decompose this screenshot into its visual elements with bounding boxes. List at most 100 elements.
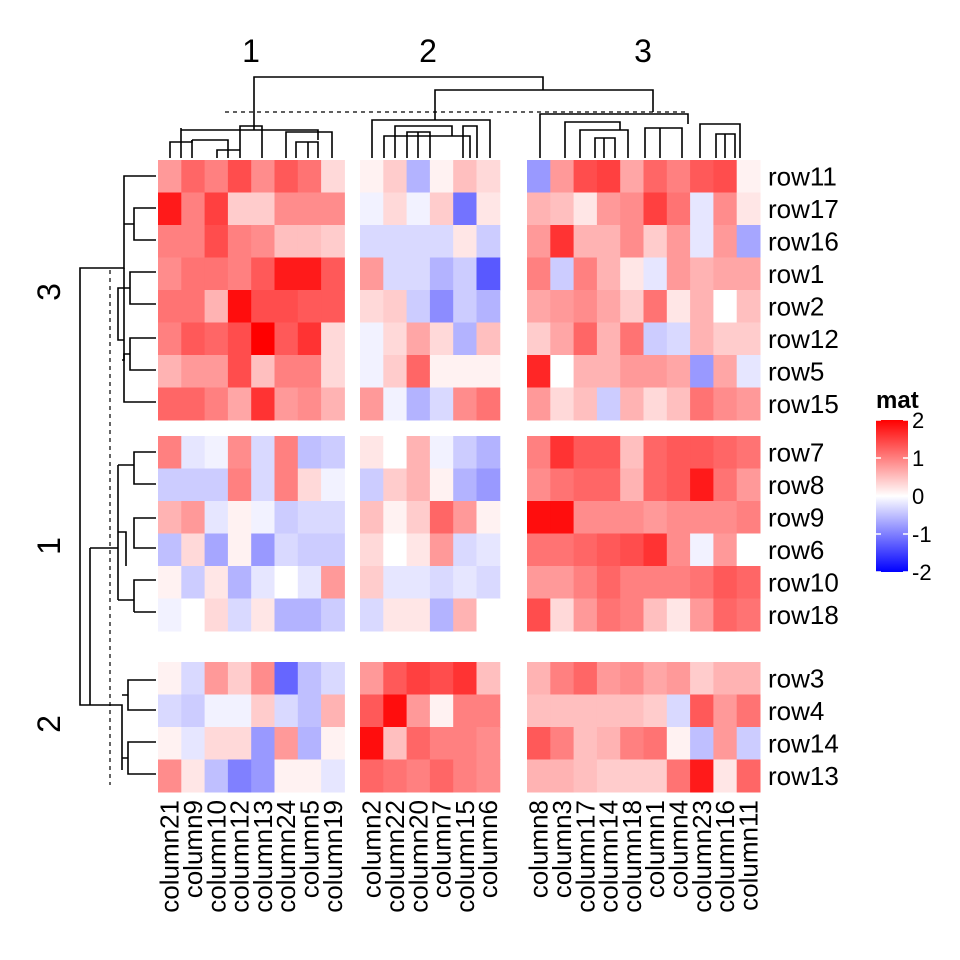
heatmap-cell	[453, 192, 477, 226]
heatmap-cell	[476, 322, 501, 356]
row-label: row5	[768, 356, 824, 386]
heatmap-cell	[297, 759, 322, 793]
heatmap-cell	[596, 322, 621, 356]
column-label: column1	[640, 800, 670, 898]
heatmap-cell	[690, 290, 714, 323]
heatmap-cell	[596, 387, 621, 421]
heatmap-cell	[736, 759, 761, 793]
heatmap-cell	[383, 727, 408, 760]
heatmap-cell	[181, 501, 206, 534]
column-dendrogram	[253, 76, 544, 128]
heatmap-cell	[406, 759, 431, 793]
heatmap-cell	[453, 257, 477, 291]
heatmap-cell	[429, 566, 454, 599]
heatmap-cell	[274, 322, 299, 356]
column-dendrogram	[216, 125, 263, 158]
heatmap-cell	[527, 290, 551, 323]
heatmap-cell	[690, 436, 714, 469]
heatmap-cell	[550, 727, 575, 760]
heatmap-cell	[360, 387, 384, 421]
heatmap-cell	[666, 662, 691, 695]
heatmap-cell	[406, 257, 431, 291]
heatmap-cell	[453, 160, 477, 193]
heatmap-cell	[476, 662, 501, 695]
column-label: column24	[271, 800, 301, 913]
heatmap-cell	[643, 290, 668, 323]
column-label: column4	[663, 800, 693, 898]
heatmap-cell	[321, 290, 345, 323]
legend-color-bar	[876, 420, 908, 572]
heatmap-cell	[736, 192, 761, 226]
heatmap-cell	[690, 160, 714, 193]
heatmap-cell	[227, 598, 252, 632]
heatmap-cell	[713, 322, 738, 356]
heatmap-cell	[227, 192, 252, 226]
column-dendrogram	[539, 113, 689, 158]
heatmap-cell	[713, 501, 738, 534]
heatmap-cell	[204, 759, 229, 793]
heatmap-cell	[666, 160, 691, 193]
heatmap-cell	[666, 225, 691, 258]
row-dendrogram	[122, 741, 156, 775]
heatmap-cell	[406, 533, 431, 567]
heatmap-cell	[453, 598, 477, 632]
heatmap-cell	[227, 225, 252, 258]
row-dendrogram	[118, 579, 156, 613]
heatmap-cell	[573, 290, 598, 323]
heatmap-cell	[620, 501, 644, 534]
heatmap-cell	[321, 662, 345, 695]
column-dendrogram	[406, 131, 431, 158]
heatmap-cell	[406, 225, 431, 258]
heatmap-cell	[476, 598, 501, 632]
heatmap-cell	[360, 160, 384, 193]
heatmap-cell	[736, 355, 761, 388]
heatmap-cell	[429, 322, 454, 356]
heatmap-cell	[321, 598, 345, 632]
heatmap-cell	[274, 694, 299, 728]
heatmap-cell	[573, 225, 598, 258]
heatmap-cell	[453, 387, 477, 421]
heatmap-cell	[181, 727, 206, 760]
heatmap-cell	[321, 387, 345, 421]
heatmap-cell	[274, 759, 299, 793]
heatmap-cell	[453, 290, 477, 323]
column-label: column20	[403, 800, 433, 913]
heatmap-cell	[453, 533, 477, 567]
heatmap-cell	[383, 192, 408, 226]
row-label: row1	[768, 259, 824, 289]
row-label: row6	[768, 535, 824, 565]
heatmap-cell	[527, 566, 551, 599]
column-split-title: 3	[634, 33, 652, 69]
row-dendrogram	[117, 271, 156, 341]
heatmap-cell	[643, 566, 668, 599]
heatmap-cell	[383, 662, 408, 695]
heatmap-cell	[453, 468, 477, 502]
heatmap-cell	[251, 501, 275, 534]
heatmap-cell	[321, 468, 345, 502]
heatmap-cell	[527, 759, 551, 793]
heatmap-cell	[158, 257, 182, 291]
heatmap-cell	[620, 662, 644, 695]
heatmap-cell	[643, 759, 668, 793]
heatmap-cell	[297, 257, 322, 291]
heatmap-cell	[596, 727, 621, 760]
heatmap-cell	[573, 436, 598, 469]
heatmap-cell	[690, 694, 714, 728]
heatmap-cell	[429, 225, 454, 258]
heatmap-cell	[643, 387, 668, 421]
heatmap-cell	[158, 192, 182, 226]
heatmap-cell	[251, 727, 275, 760]
heatmap-cell	[406, 387, 431, 421]
row-label: row17	[768, 194, 839, 224]
column-label: column17	[570, 800, 600, 913]
heatmap-cell	[550, 290, 575, 323]
heatmap-cell	[383, 501, 408, 534]
heatmap-cell	[274, 290, 299, 323]
heatmap-cell	[251, 322, 275, 356]
heatmap-cell	[158, 355, 182, 388]
heatmap-cell	[713, 759, 738, 793]
heatmap-cell	[690, 257, 714, 291]
heatmap-cell	[550, 387, 575, 421]
heatmap-cell	[527, 694, 551, 728]
heatmap-cell	[204, 468, 229, 502]
